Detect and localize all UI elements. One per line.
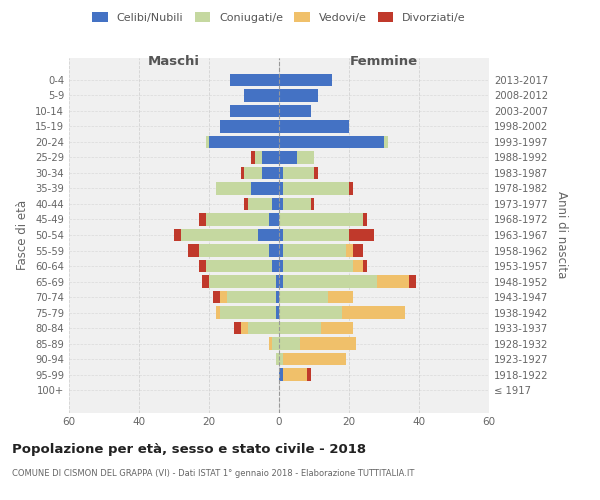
- Bar: [279, 275, 283, 288]
- Bar: [279, 260, 283, 272]
- Bar: [409, 275, 415, 288]
- Bar: [279, 136, 384, 148]
- Bar: [283, 198, 311, 210]
- Legend: Celibi/Nubili, Coniugati/e, Vedovi/e, Divorziati/e: Celibi/Nubili, Coniugati/e, Vedovi/e, Di…: [88, 8, 470, 28]
- Bar: [283, 352, 346, 366]
- Bar: [244, 198, 248, 210]
- Bar: [199, 244, 269, 257]
- Bar: [269, 213, 279, 226]
- Bar: [220, 306, 275, 319]
- Bar: [272, 198, 279, 210]
- Bar: [262, 151, 279, 164]
- Bar: [244, 166, 262, 179]
- Bar: [244, 89, 279, 102]
- Bar: [275, 306, 279, 319]
- Bar: [346, 244, 353, 257]
- Bar: [283, 228, 349, 241]
- Bar: [174, 228, 181, 241]
- Bar: [188, 244, 199, 257]
- Bar: [279, 244, 283, 257]
- Bar: [262, 166, 279, 179]
- Bar: [279, 228, 283, 241]
- Bar: [258, 228, 279, 241]
- Bar: [349, 182, 353, 195]
- Bar: [275, 290, 279, 304]
- Bar: [216, 182, 251, 195]
- Bar: [230, 104, 279, 118]
- Bar: [283, 244, 346, 257]
- Bar: [220, 120, 279, 133]
- Bar: [275, 352, 279, 366]
- Bar: [279, 337, 300, 350]
- Bar: [377, 275, 409, 288]
- Bar: [300, 337, 356, 350]
- Bar: [311, 198, 314, 210]
- Bar: [181, 228, 258, 241]
- Bar: [202, 275, 209, 288]
- Text: Popolazione per età, sesso e stato civile - 2018: Popolazione per età, sesso e stato civil…: [12, 442, 366, 456]
- Bar: [307, 368, 311, 381]
- Bar: [328, 290, 353, 304]
- Bar: [279, 290, 328, 304]
- Y-axis label: Fasce di età: Fasce di età: [16, 200, 29, 270]
- Bar: [254, 151, 262, 164]
- Bar: [205, 213, 269, 226]
- Bar: [314, 166, 317, 179]
- Bar: [199, 260, 205, 272]
- Text: Femmine: Femmine: [350, 54, 418, 68]
- Bar: [230, 74, 279, 86]
- Bar: [283, 166, 314, 179]
- Bar: [283, 182, 349, 195]
- Y-axis label: Anni di nascita: Anni di nascita: [555, 192, 568, 278]
- Bar: [279, 120, 349, 133]
- Bar: [272, 337, 279, 350]
- Bar: [205, 260, 272, 272]
- Bar: [283, 260, 353, 272]
- Bar: [209, 136, 279, 148]
- Bar: [279, 166, 283, 179]
- Bar: [241, 166, 244, 179]
- Text: COMUNE DI CISMON DEL GRAPPA (VI) - Dati ISTAT 1° gennaio 2018 - Elaborazione TUT: COMUNE DI CISMON DEL GRAPPA (VI) - Dati …: [12, 468, 415, 477]
- Bar: [283, 368, 307, 381]
- Bar: [269, 337, 272, 350]
- Bar: [279, 74, 331, 86]
- Bar: [363, 260, 367, 272]
- Bar: [269, 244, 279, 257]
- Bar: [296, 151, 314, 164]
- Bar: [216, 306, 220, 319]
- Bar: [272, 260, 279, 272]
- Bar: [279, 104, 311, 118]
- Bar: [233, 322, 241, 334]
- Bar: [321, 322, 353, 334]
- Bar: [363, 213, 367, 226]
- Bar: [227, 290, 275, 304]
- Bar: [212, 290, 220, 304]
- Bar: [248, 322, 279, 334]
- Bar: [279, 322, 321, 334]
- Bar: [209, 275, 275, 288]
- Bar: [199, 213, 205, 226]
- Bar: [248, 198, 272, 210]
- Bar: [241, 322, 248, 334]
- Bar: [283, 275, 377, 288]
- Bar: [220, 290, 227, 304]
- Bar: [384, 136, 388, 148]
- Bar: [279, 198, 283, 210]
- Bar: [353, 244, 363, 257]
- Bar: [279, 352, 283, 366]
- Bar: [251, 182, 279, 195]
- Bar: [279, 89, 317, 102]
- Bar: [342, 306, 405, 319]
- Bar: [275, 275, 279, 288]
- Text: Maschi: Maschi: [148, 54, 200, 68]
- Bar: [279, 151, 296, 164]
- Bar: [279, 306, 342, 319]
- Bar: [279, 213, 363, 226]
- Bar: [353, 260, 363, 272]
- Bar: [251, 151, 254, 164]
- Bar: [279, 182, 283, 195]
- Bar: [205, 136, 209, 148]
- Bar: [279, 368, 283, 381]
- Bar: [349, 228, 373, 241]
